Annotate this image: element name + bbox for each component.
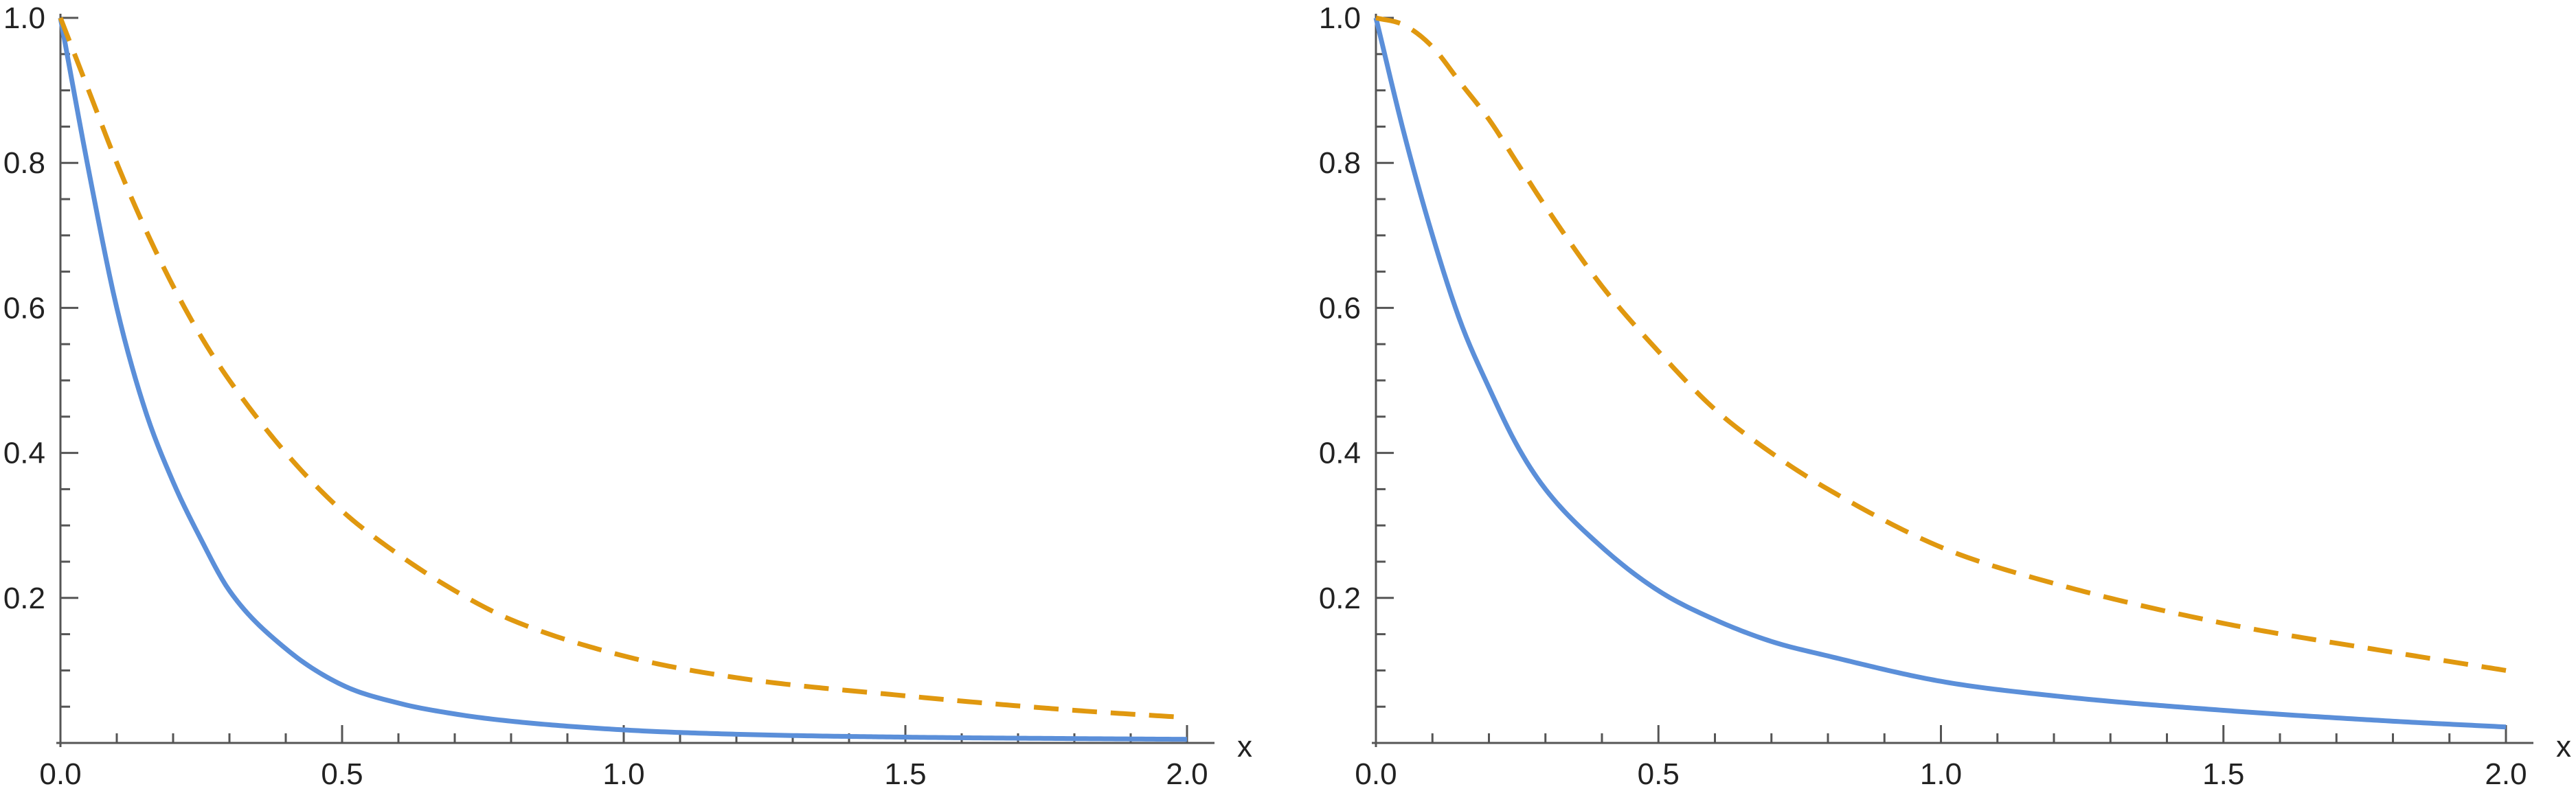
- left-chart-solid-curve: [58, 17, 1188, 742]
- left-chart-x-axis-label: x: [1237, 730, 1252, 764]
- right-chart-labels: 0.0 0.5 1.0 1.5 2.0 0.2 0.4 0.6 0.8 1.0 x: [1319, 1, 2571, 791]
- right-chart-x-tick-label: 0.5: [1638, 757, 1680, 791]
- left-chart-x-tick-label: 2.0: [1166, 757, 1208, 791]
- left-chart: 0.0 0.5 1.0 1.5 2.0 0.2 0.4 0.6 0.8 1.0 x: [3, 1, 1252, 791]
- right-chart-x-tick-label: 2.0: [2485, 757, 2527, 791]
- left-chart-series: [58, 16, 1188, 742]
- left-chart-x-tick-label: 1.5: [884, 757, 926, 791]
- right-chart-y-tick-label: 0.2: [1319, 582, 1361, 615]
- left-chart-y-tick-label: 0.8: [3, 146, 45, 180]
- left-chart-y-tick-label: 1.0: [3, 1, 45, 35]
- left-chart-x-tick-label: 1.0: [602, 757, 644, 791]
- left-chart-y-tick-label: 0.4: [3, 437, 45, 470]
- right-chart-x-axis-label: x: [2556, 730, 2571, 764]
- right-chart-x-tick-label: 1.5: [2202, 757, 2244, 791]
- left-chart-x-tick-label: 0.0: [39, 757, 81, 791]
- left-chart-y-tick-label: 0.2: [3, 582, 45, 615]
- right-chart-y-tick-label: 0.4: [1319, 437, 1361, 470]
- left-chart-axes: [56, 14, 1214, 747]
- right-chart-y-tick-label: 0.8: [1319, 146, 1361, 180]
- right-chart-y-tick-label: 0.6: [1319, 291, 1361, 325]
- right-chart-x-tick-label: 1.0: [1920, 757, 1962, 791]
- right-chart-y-tick-label: 1.0: [1319, 1, 1361, 35]
- right-chart-x-tick-label: 0.0: [1355, 757, 1397, 791]
- right-chart-axes: [1372, 14, 2533, 747]
- right-chart-series: [1373, 15, 2507, 730]
- left-chart-labels: 0.0 0.5 1.0 1.5 2.0 0.2 0.4 0.6 0.8 1.0 x: [3, 1, 1252, 791]
- left-chart-y-tick-label: 0.6: [3, 291, 45, 325]
- left-chart-dashed-curve: [58, 16, 1188, 720]
- right-chart-solid-curve: [1373, 17, 2507, 730]
- left-chart-x-tick-label: 0.5: [321, 757, 363, 791]
- right-chart-dashed-curve: [1375, 15, 2507, 673]
- right-chart: 0.0 0.5 1.0 1.5 2.0 0.2 0.4 0.6 0.8 1.0 x: [1319, 1, 2571, 791]
